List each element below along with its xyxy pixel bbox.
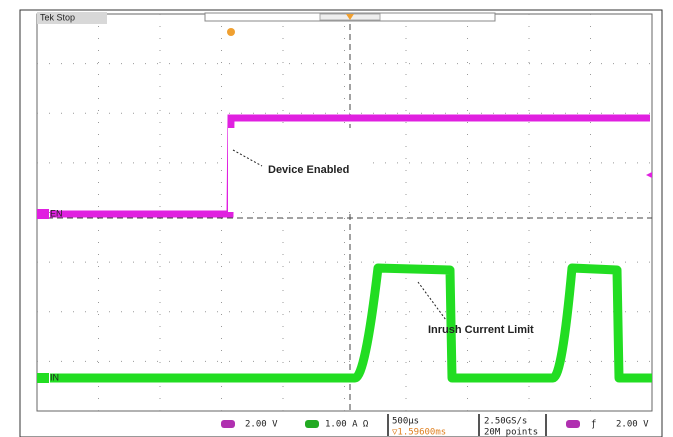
ch2-marker bbox=[37, 373, 49, 383]
trigger-marker bbox=[227, 28, 235, 36]
record-length: 20M points bbox=[484, 428, 538, 437]
ch1-marker bbox=[37, 209, 49, 219]
channel-label: EN bbox=[50, 208, 63, 218]
trigger-level: 2.00 V bbox=[616, 420, 649, 430]
annotation-bg bbox=[228, 128, 368, 212]
ch1-badge bbox=[221, 420, 235, 428]
annotation: Device Enabled bbox=[268, 164, 349, 176]
annotation-leader bbox=[232, 149, 263, 167]
divider bbox=[387, 414, 389, 436]
divider bbox=[545, 414, 547, 436]
channel-label: IN bbox=[50, 372, 59, 382]
trigger-slope: ƒ bbox=[591, 420, 596, 430]
acq-status: Tek Stop bbox=[40, 12, 75, 22]
trigger-source-badge bbox=[566, 420, 580, 428]
delay: ▽1.59600ms bbox=[392, 428, 446, 437]
ch2-badge bbox=[305, 420, 319, 428]
trigger-pos-marker bbox=[346, 14, 354, 20]
ch1-scale: 2.00 V bbox=[245, 420, 278, 430]
status-box bbox=[37, 12, 107, 24]
annotation: Inrush Current Limit bbox=[428, 324, 534, 336]
ch2-scale: 1.00 A Ω bbox=[325, 420, 369, 430]
in-trace bbox=[50, 263, 652, 383]
trigger-level-marker bbox=[646, 172, 652, 178]
divider bbox=[478, 414, 480, 436]
timebase: 500µs bbox=[392, 417, 419, 427]
sample-rate: 2.50GS/s bbox=[484, 417, 527, 427]
